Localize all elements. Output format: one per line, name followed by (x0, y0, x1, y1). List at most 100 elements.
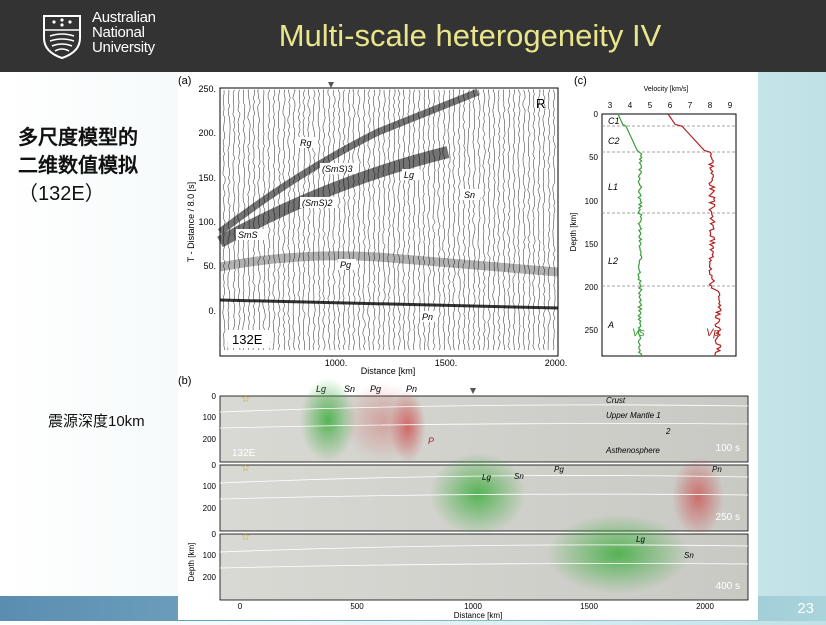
xtick-b: 0 (238, 602, 243, 611)
seismic-trace (432, 90, 436, 351)
vs-curve (617, 113, 643, 357)
model-label: 132E (232, 332, 263, 347)
snap-phase: Sn (514, 472, 524, 481)
seismic-trace (312, 89, 316, 351)
ytick-b: 0 (212, 461, 217, 470)
ytick-a: 150. (198, 173, 216, 183)
seismic-trace (547, 89, 551, 350)
xtick-b: 2000 (696, 602, 714, 611)
ytick-b: 100 (203, 482, 217, 491)
seismic-trace (302, 89, 306, 351)
panel-a-label: (a) (178, 75, 191, 87)
source-star-icon: ☆ (241, 394, 250, 405)
source-star-icon: ☆ (241, 532, 250, 543)
vel-tick: 6 (668, 101, 673, 110)
snap-phase: Pn (712, 465, 722, 474)
seismic-trace (537, 89, 541, 351)
snapshot-time: 250 s (716, 512, 740, 523)
ytick-b: 200 (203, 435, 217, 444)
panel-b-yticks: 0 100 200 0 100 200 0 100 200 (203, 392, 217, 582)
phase-label: Pn (422, 312, 433, 322)
xtick-b: 1500 (580, 602, 598, 611)
seismic-trace (337, 89, 341, 351)
panel-b-label: (b) (178, 375, 191, 387)
seismic-trace (342, 89, 346, 351)
logo-line-3: University (92, 39, 155, 56)
depth-tick: 100 (585, 197, 599, 206)
ytick-a: 100. (198, 217, 216, 227)
xtick-b: 500 (350, 602, 364, 611)
source-star-icon: ☆ (241, 463, 250, 474)
marker-triangle-icon (328, 82, 334, 88)
panel-c-label: (c) (574, 75, 587, 87)
pn-band (219, 298, 559, 310)
snapshot3-phase-labels: Lg Sn (636, 535, 694, 560)
panel-a-xlabel: Distance [km] (361, 366, 416, 376)
snap-phase: P (428, 436, 434, 446)
ytick-a: 50. (203, 261, 216, 271)
panel-a-ylabel: T - Distance / 8.0 [s] (186, 182, 196, 262)
snap-phase: Sn (344, 384, 355, 394)
snapshot-400s: ☆ Lg Sn 400 s (219, 514, 749, 601)
page-number: 23 (797, 600, 814, 617)
phase-label: Lg (404, 170, 414, 180)
seismic-trace (362, 89, 366, 351)
seismic-trace (407, 89, 411, 351)
snapshot-250s: ☆ Lg Sn Pg Pn 250 s (219, 452, 749, 537)
depth-tick: 200 (585, 283, 599, 292)
ytick-b: 200 (203, 504, 217, 513)
panel-b-xlabel: Distance [km] (454, 611, 502, 620)
layer-label: L2 (608, 256, 618, 266)
caption-line-2: 二维数值模拟 (18, 155, 138, 177)
velocity-axis-title: Velocity [km/s] (644, 86, 689, 93)
depth-axis-label: Depth [km] (569, 213, 578, 252)
layer-label: L1 (608, 182, 618, 192)
snap-phase: Lg (482, 473, 491, 482)
phase-labels: Rg (SmS)3 Lg (SmS)2 Sn SmS Pg Pn (236, 137, 480, 322)
layer-name: Asthenosphere (605, 446, 660, 455)
seismic-trace (317, 89, 321, 351)
seismic-trace (247, 89, 251, 351)
phase-label: (SmS)3 (322, 164, 353, 174)
depth-tick: 0 (594, 110, 599, 119)
vel-tick: 9 (728, 101, 733, 110)
phase-label: (SmS)2 (302, 198, 333, 208)
panel-a-yticks: 250. 200. 150. 100. 50. 0. (198, 84, 216, 316)
vs-label: Vs (632, 327, 645, 339)
snapshot-time: 400 s (716, 581, 740, 592)
snap-phase: Lg (636, 535, 645, 544)
seismic-trace (352, 89, 356, 351)
vel-tick: 8 (708, 101, 713, 110)
sms-band (217, 146, 450, 248)
figure-svg: (a) 250. 200. 150. 100. 50. 0. T - Dista… (178, 75, 749, 620)
figure-panel: (a) 250. 200. 150. 100. 50. 0. T - Dista… (178, 72, 758, 620)
vp-label: Vp (706, 327, 719, 339)
depth-yticks: 0 50 100 150 200 250 (585, 110, 599, 335)
seismic-trace (357, 89, 361, 351)
anu-crest-icon (43, 15, 81, 60)
seismic-trace (552, 89, 556, 351)
layer-label: A (607, 320, 614, 330)
phase-label: Rg (300, 138, 312, 148)
seismic-trace (372, 89, 376, 351)
pg-band (219, 251, 559, 277)
snap-phase: Sn (684, 551, 694, 560)
anu-logo: Australian National University (40, 10, 190, 62)
layer-boundaries (602, 125, 736, 287)
seismic-trace (307, 89, 311, 351)
snapshot2-phase-labels: Lg Sn Pg Pn (482, 465, 722, 482)
ytick-b: 0 (212, 530, 217, 539)
rg-band (217, 88, 480, 235)
source-depth-note: 震源深度10km (48, 413, 145, 430)
ytick-b: 200 (203, 573, 217, 582)
seismic-trace (292, 89, 296, 351)
vel-tick: 3 (608, 101, 613, 110)
layer-labels: C1 C2 L1 L2 A (607, 116, 620, 330)
seismic-trace (397, 89, 401, 351)
panel-b-ylabel: Depth [km] (187, 543, 196, 582)
seismic-trace (297, 89, 301, 351)
slide-title: Multi-scale heterogeneity IV (278, 18, 662, 53)
ytick-a: 0. (208, 306, 216, 316)
logo-text: Australian National University (92, 10, 156, 55)
logo-line-1: Australian (92, 9, 156, 26)
